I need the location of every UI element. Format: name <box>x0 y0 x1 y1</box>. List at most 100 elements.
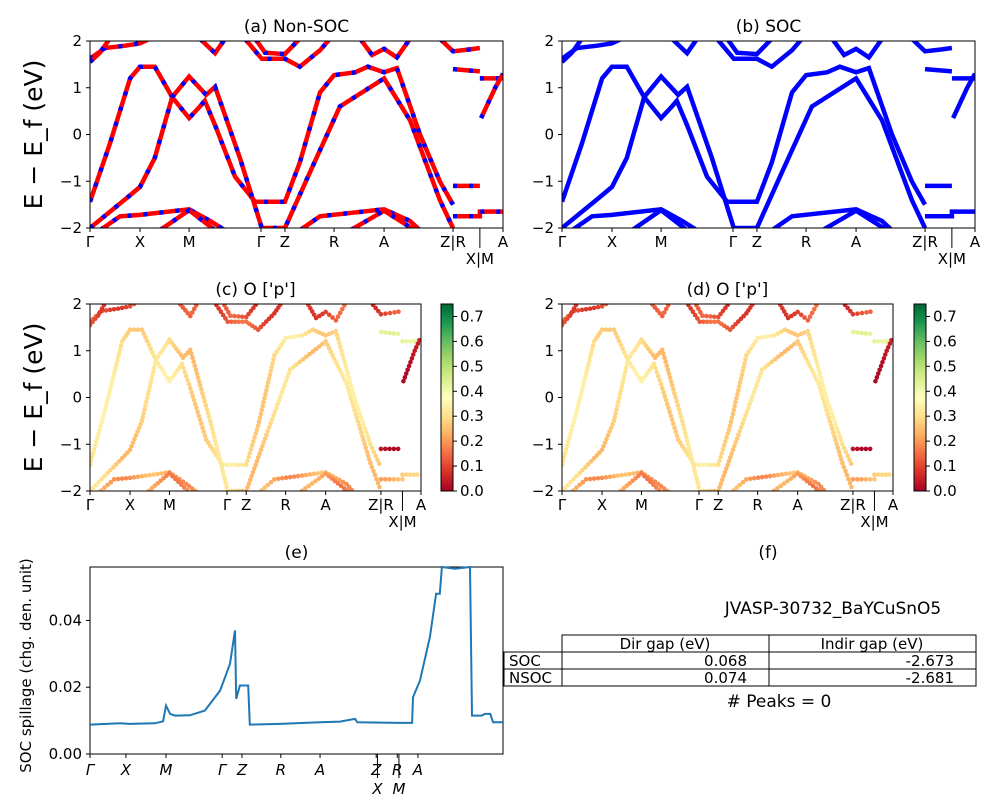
x-tick-label: A <box>793 496 804 514</box>
projection-point <box>250 470 256 475</box>
projection-point <box>116 458 122 464</box>
projection-point <box>102 408 108 414</box>
projection-point <box>712 488 717 491</box>
projection-point <box>141 410 147 416</box>
projection-point <box>826 415 832 420</box>
projection-point <box>567 313 573 318</box>
projection-point <box>821 387 827 392</box>
projection-point <box>223 480 229 486</box>
projection-point <box>198 421 204 427</box>
projection-point <box>734 436 740 441</box>
projection-point <box>291 334 297 340</box>
projection-point <box>143 403 148 408</box>
projection-point <box>407 339 413 344</box>
projection-point <box>333 360 339 365</box>
x-tick-label: Z|R <box>440 233 466 251</box>
projection-point <box>329 476 335 481</box>
projection-point <box>139 418 145 424</box>
projection-point <box>759 367 765 372</box>
projection-point <box>405 367 410 373</box>
projection-point <box>818 375 824 381</box>
projection-point <box>692 312 698 318</box>
projection-point <box>571 476 576 482</box>
projection-point <box>101 412 107 417</box>
projection-point <box>295 333 301 339</box>
projection-point <box>112 369 117 375</box>
projection-point <box>378 477 384 482</box>
projection-point <box>115 354 121 360</box>
projection-point <box>95 435 100 441</box>
projection-point <box>668 379 674 384</box>
x-tick-label: Γ <box>729 233 738 251</box>
projection-point <box>735 388 741 393</box>
colorbar-tick-label: 0.0 <box>460 482 484 500</box>
projection-point <box>155 471 160 477</box>
y-tick-label: 0 <box>544 389 554 407</box>
projection-point <box>802 315 807 320</box>
projection-point <box>736 384 742 389</box>
projection-point <box>118 342 124 348</box>
projection-point <box>824 407 829 413</box>
projection-point <box>247 477 253 483</box>
projection-point <box>368 299 373 304</box>
projection-point <box>830 430 836 435</box>
projection-point <box>382 446 388 452</box>
x-tick-label: M <box>183 233 196 251</box>
projection-point <box>411 339 416 344</box>
projection-point <box>339 370 344 376</box>
band-line-6 <box>254 41 301 57</box>
projection-point <box>303 486 308 491</box>
projection-point <box>347 392 353 398</box>
projection-point <box>265 380 271 385</box>
projection-point <box>750 342 756 348</box>
projection-point <box>342 304 347 308</box>
projection-point <box>863 477 869 482</box>
projection-point <box>276 346 282 351</box>
colorbar-tick-label: 0.0 <box>933 482 957 500</box>
projection-point <box>133 433 139 438</box>
projection-point <box>344 381 349 386</box>
projection-point <box>391 331 397 336</box>
projection-point <box>304 299 309 304</box>
projection-point <box>746 349 751 355</box>
projection-point <box>607 327 613 333</box>
projection-point <box>170 473 175 479</box>
y-tick-label: 0 <box>544 126 554 144</box>
projection-point <box>209 426 215 431</box>
projection-point <box>782 349 788 354</box>
projection-point <box>690 461 696 467</box>
x-tick-label: Z|R <box>368 496 394 514</box>
projection-point <box>339 348 344 353</box>
projection-point <box>313 478 318 484</box>
projection-point <box>655 373 661 379</box>
projection-point <box>143 473 149 478</box>
projection-point <box>662 393 668 399</box>
projection-point <box>348 383 354 389</box>
projection-point <box>819 392 825 398</box>
projection-point <box>203 402 209 408</box>
y-tick-label: −1 <box>60 435 82 453</box>
x-tick-label: R <box>280 496 290 514</box>
projection-point <box>153 357 159 363</box>
projection-point <box>260 403 265 409</box>
projection-point <box>723 438 728 444</box>
projection-point <box>579 307 585 313</box>
projection-point <box>814 360 819 365</box>
projection-point <box>840 441 845 447</box>
projection-point <box>701 319 706 325</box>
projection-point <box>654 369 660 375</box>
projection-point <box>687 449 693 455</box>
projection-point <box>145 391 151 397</box>
projection-point <box>595 475 601 481</box>
projection-point <box>854 477 860 482</box>
x-tick-label: X <box>125 496 135 514</box>
projection-point <box>725 304 731 308</box>
projection-point <box>201 429 207 434</box>
projection-point <box>315 471 321 476</box>
projection-point <box>745 405 751 411</box>
projection-point <box>748 476 753 482</box>
projection-point <box>127 327 133 333</box>
projection-point <box>129 443 134 449</box>
projection-point <box>608 425 614 431</box>
projection-point <box>326 346 332 351</box>
